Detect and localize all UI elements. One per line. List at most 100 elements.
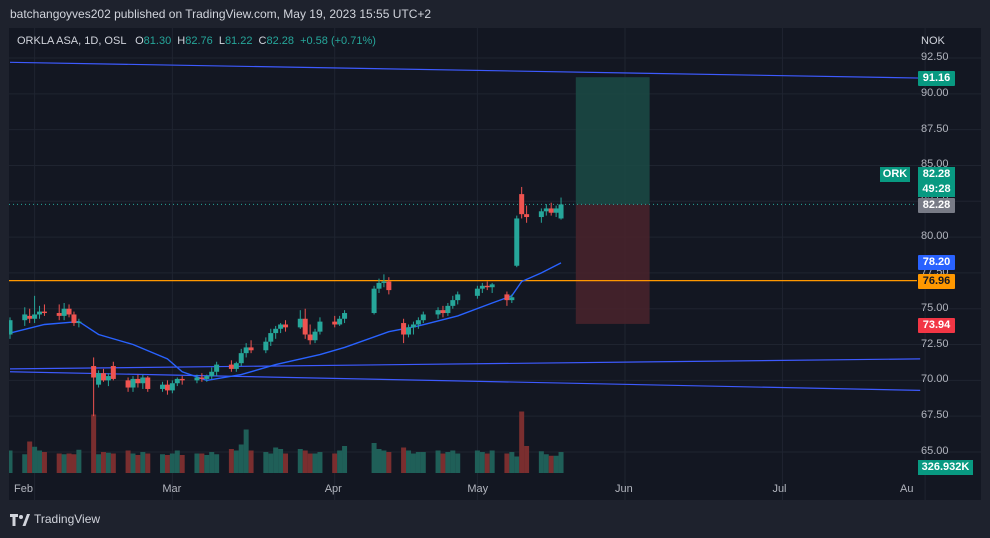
y-tick-label-1: 67.50 bbox=[921, 409, 949, 422]
volume-bar-60 bbox=[445, 452, 451, 473]
volume-bar-30 bbox=[214, 454, 220, 473]
footer-brand-text: TradingView bbox=[34, 512, 101, 526]
volume-bar-7 bbox=[61, 454, 67, 473]
candle-body-13 bbox=[100, 373, 106, 381]
volume-bar-24 bbox=[174, 450, 180, 473]
candle-body-69 bbox=[514, 218, 520, 266]
candle-body-6 bbox=[56, 313, 62, 316]
volume-bar-38 bbox=[273, 447, 279, 473]
y-tick-label-4: 75.00 bbox=[921, 301, 949, 314]
candle-body-45 bbox=[317, 321, 323, 332]
chart-panel[interactable] bbox=[9, 28, 981, 500]
volume-bar-50 bbox=[376, 449, 382, 473]
currency-label[interactable]: NOK bbox=[921, 35, 945, 47]
volume-bar-69 bbox=[514, 456, 520, 473]
volume-bar-4 bbox=[37, 450, 43, 473]
volume-bar-5 bbox=[41, 452, 47, 473]
volume-bar-56 bbox=[415, 452, 421, 473]
candle-body-23 bbox=[169, 383, 175, 391]
trendline-2 bbox=[9, 371, 921, 391]
candle-body-4 bbox=[37, 311, 43, 315]
volume-bar-9 bbox=[71, 454, 77, 473]
y-tick-label-0: 65.00 bbox=[921, 445, 949, 457]
volume-bar-53 bbox=[401, 447, 407, 473]
candle-body-20 bbox=[145, 377, 151, 389]
candle-body-59 bbox=[440, 310, 446, 314]
volume-bar-54 bbox=[406, 450, 412, 473]
candle-body-54 bbox=[406, 327, 412, 335]
candle-body-14 bbox=[105, 376, 111, 381]
y-tick-label-11: 92.50 bbox=[921, 51, 949, 63]
candle-body-73 bbox=[543, 208, 549, 212]
publisher-text: batchangoyves202 published on TradingVie… bbox=[10, 7, 432, 21]
candle-body-48 bbox=[342, 313, 348, 319]
volume-bar-28 bbox=[204, 455, 210, 473]
low-value: 81.22 bbox=[224, 35, 253, 47]
ork-symbol-tag: ORK bbox=[880, 167, 910, 182]
volume-bar-74 bbox=[548, 455, 554, 473]
volume-bar-17 bbox=[130, 453, 136, 473]
volume-bar-46 bbox=[332, 453, 338, 473]
candle-body-37 bbox=[268, 333, 274, 342]
trendline-1 bbox=[9, 358, 921, 370]
volume-bar-3 bbox=[32, 446, 38, 473]
volume-bar-6 bbox=[56, 453, 62, 473]
candle-body-22 bbox=[164, 384, 170, 391]
volume-bar-12 bbox=[96, 454, 102, 473]
volume-bar-44 bbox=[312, 453, 318, 473]
volume-bar-43 bbox=[307, 453, 313, 473]
volume-bar-67 bbox=[504, 453, 510, 473]
x-tick-label-4: Jun bbox=[615, 483, 633, 495]
candle-body-2 bbox=[27, 315, 33, 319]
volume-bar-15 bbox=[110, 453, 116, 473]
symbol-name[interactable]: ORKLA ASA, 1D, OSL bbox=[17, 35, 127, 47]
volume-bar-75 bbox=[553, 455, 559, 473]
close-value: 82.28 bbox=[266, 35, 295, 47]
candle-body-60 bbox=[445, 305, 451, 314]
volume-bar-20 bbox=[145, 453, 151, 473]
candle-body-50 bbox=[376, 282, 382, 289]
volume-bar-36 bbox=[263, 452, 269, 473]
bar-countdown: 49:28 bbox=[922, 183, 951, 195]
x-tick-label-6: Au bbox=[900, 483, 914, 495]
y-tick-label-10: 90.00 bbox=[921, 86, 949, 99]
candle-body-35 bbox=[248, 347, 254, 351]
close-label: C bbox=[258, 35, 267, 47]
footer-brand[interactable]: TradingView bbox=[10, 512, 100, 526]
volume-bar-76 bbox=[558, 452, 564, 473]
candle-body-9 bbox=[71, 314, 77, 324]
volume-bar-25 bbox=[179, 455, 185, 473]
stop-zone bbox=[575, 204, 650, 324]
volume-bar-49 bbox=[371, 443, 377, 473]
volume-bar-66 bbox=[489, 450, 495, 473]
change-value: +0.58 (+0.71%) bbox=[300, 35, 376, 47]
price-chart[interactable] bbox=[9, 28, 981, 500]
volume-bar-68 bbox=[509, 452, 515, 473]
volume-bar-63 bbox=[474, 450, 480, 473]
chart-legend: ORKLA ASA, 1D, OSL O81.30 H82.76 L81.22 … bbox=[17, 35, 376, 47]
candle-body-12 bbox=[96, 373, 102, 385]
candle-body-40 bbox=[283, 324, 289, 328]
candle-body-75 bbox=[553, 208, 559, 213]
target-price-label: 91.16 bbox=[918, 71, 955, 86]
candle-body-39 bbox=[278, 324, 284, 329]
y-tick-label-2: 70.00 bbox=[921, 373, 949, 386]
volume-bar-10 bbox=[76, 449, 82, 473]
candle-body-0 bbox=[9, 320, 13, 335]
candle-body-58 bbox=[435, 310, 441, 315]
volume-bar-11 bbox=[91, 414, 97, 473]
candle-body-26 bbox=[194, 377, 200, 381]
volume-bar-19 bbox=[140, 452, 146, 473]
volume-bar-1 bbox=[22, 454, 28, 473]
low-label: L bbox=[218, 35, 225, 47]
volume-bar-32 bbox=[233, 450, 239, 473]
candle-body-74 bbox=[548, 208, 554, 213]
volume-bar-27 bbox=[199, 453, 205, 473]
horizontal-level-label: 76.96 bbox=[918, 274, 955, 289]
volume-bar-37 bbox=[268, 453, 274, 473]
candle-body-61 bbox=[450, 300, 456, 306]
volume-label: 326.932K bbox=[918, 460, 973, 475]
candle-body-42 bbox=[302, 318, 308, 335]
candle-body-5 bbox=[41, 311, 47, 314]
candle-body-41 bbox=[297, 318, 303, 328]
